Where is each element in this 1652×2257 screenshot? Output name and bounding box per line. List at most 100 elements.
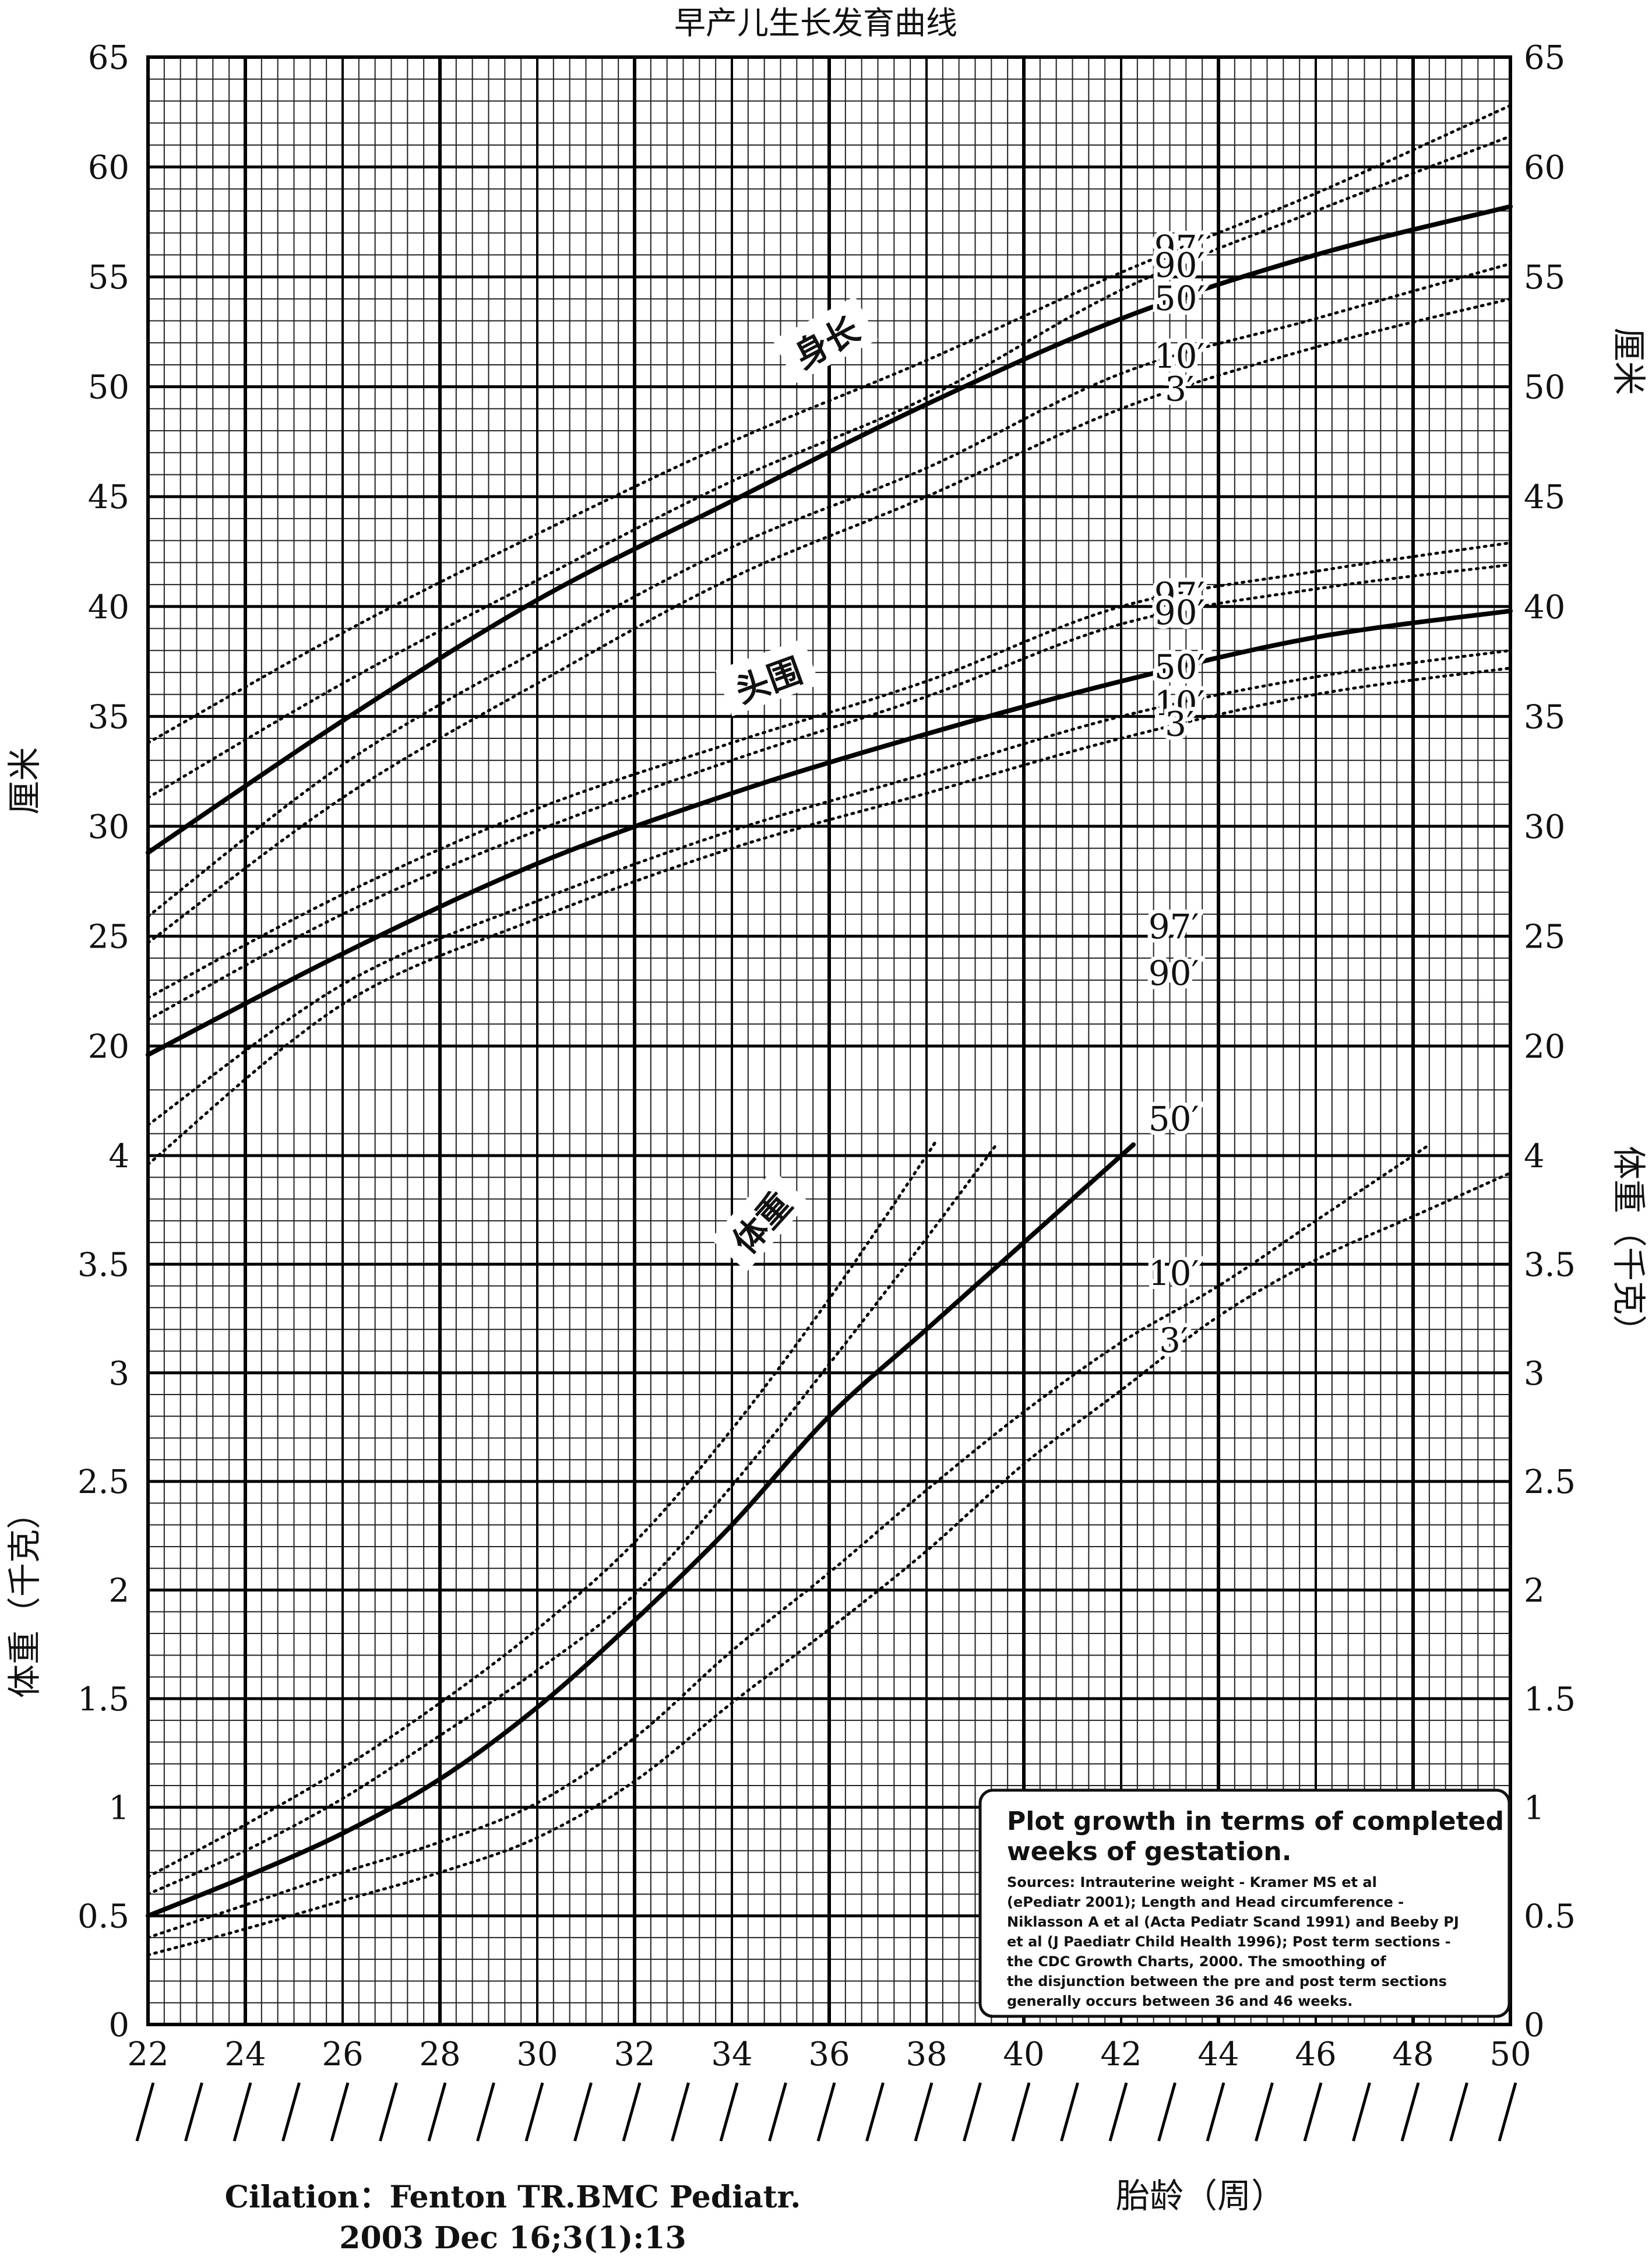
- y-tick-label-left: 4: [108, 1138, 129, 1175]
- x-tick-label: 50: [1489, 2036, 1531, 2073]
- axis-hatch: [671, 2082, 690, 2142]
- y-tick-label-right: 50: [1524, 369, 1565, 407]
- x-tick-label: 32: [614, 2036, 655, 2073]
- x-tick-label: 42: [1100, 2036, 1142, 2073]
- y-tick-label-right: 2: [1524, 1572, 1545, 1610]
- curve-身长-3p: [146, 297, 1512, 945]
- group-label-2: 体重: [710, 1170, 809, 1272]
- y-axis-label-left-lower: 体重（千克）: [5, 1495, 44, 1698]
- citation-line-2: 2003 Dec 16;3(1):13: [339, 2220, 686, 2256]
- y-tick-label-left: 0.5: [78, 1898, 129, 1936]
- percentile-label: 90′: [1149, 953, 1199, 993]
- y-tick-label-left: 40: [88, 589, 129, 626]
- percentile-label: 3′: [1165, 369, 1194, 409]
- y-tick-label-left: 1: [108, 1789, 129, 1827]
- axis-hatch: [524, 2082, 544, 2142]
- x-tick-label: 36: [808, 2036, 850, 2073]
- y-tick-label-right: 25: [1524, 918, 1565, 956]
- y-tick-label-right: 65: [1524, 39, 1565, 77]
- y-tick-label-left: 35: [88, 698, 129, 736]
- y-tick-label-right: 0: [1524, 2006, 1545, 2044]
- info-heading-line-2: weeks of gestation.: [1007, 1837, 1291, 1867]
- percentile-label: 50′: [1154, 279, 1205, 318]
- y-tick-label-right: 60: [1524, 149, 1565, 187]
- axis-hatch: [1303, 2082, 1323, 2142]
- axis-hatch: [768, 2082, 787, 2142]
- x-tick-label: 26: [322, 2036, 363, 2073]
- group-label-bg: [715, 638, 820, 717]
- axis-hatch: [1400, 2082, 1420, 2142]
- percentile-labels: 97′90′50′10′3′97′90′50′10′3′97′90′50′10′…: [1144, 224, 1209, 1364]
- info-sources-line-7: generally occurs between 36 and 46 weeks…: [1007, 1993, 1352, 2009]
- axis-hatch: [1255, 2082, 1274, 2142]
- y-tick-label-left: 45: [88, 478, 129, 516]
- x-tick-label: 30: [516, 2036, 558, 2073]
- y-tick-label-left: 1.5: [78, 1681, 129, 1719]
- y-tick-label-right: 1.5: [1524, 1681, 1576, 1719]
- axis-hatch: [476, 2082, 495, 2142]
- curve-体重-97p: [146, 1139, 938, 1878]
- axis-hatch: [427, 2082, 447, 2142]
- y-tick-label-right: 55: [1524, 259, 1565, 297]
- y-tick-label-right: 0.5: [1524, 1898, 1576, 1936]
- info-sources-line-2: (ePediatr 2001); Length and Head circumf…: [1007, 1894, 1404, 1910]
- curve-体重-10p: [146, 1143, 1431, 1939]
- group-label-1: 头围: [715, 638, 820, 717]
- axis-hatch: [1011, 2082, 1031, 2142]
- axis-hatch: [1206, 2082, 1225, 2142]
- axis-hatch: [135, 2082, 155, 2142]
- y-tick-label-right: 30: [1524, 808, 1565, 846]
- axis-hatch: [1060, 2082, 1079, 2142]
- x-tick-label: 46: [1295, 2036, 1336, 2073]
- x-tick-label: 40: [1003, 2036, 1044, 2073]
- info-sources-line-4: et al (J Paediatr Child Health 1996); Po…: [1007, 1934, 1451, 1950]
- curve-体重-3p: [146, 1171, 1512, 1957]
- x-tick-label: 24: [224, 2036, 266, 2073]
- curve-体重-50p: [146, 1142, 1136, 1918]
- x-tick-label: 34: [711, 2036, 752, 2073]
- info-sources-line-1: Sources: Intrauterine weight - Kramer MS…: [1007, 1874, 1377, 1890]
- sources-info-box-frame: [978, 1788, 1511, 2018]
- plot-frame: [146, 55, 1512, 2026]
- axis-hatch: [963, 2082, 982, 2142]
- y-tick-label-right: 35: [1524, 698, 1565, 736]
- curve-身长-50p: [146, 204, 1513, 855]
- y-tick-label-left: 3: [108, 1355, 129, 1393]
- axis-hatch: [379, 2082, 398, 2142]
- axis-hatch: [1108, 2082, 1128, 2142]
- y-tick-label-left: 20: [88, 1028, 129, 1066]
- y-tick-label-left: 60: [88, 149, 129, 187]
- axis-hatch: [573, 2082, 593, 2142]
- citation-line-1: Cilation：Fenton TR.BMC Pediatr.: [225, 2179, 801, 2215]
- y-tick-label-left: 3.5: [78, 1246, 129, 1284]
- curve-体重-90p: [146, 1143, 998, 1896]
- axis-hatch: [281, 2082, 301, 2142]
- percentile-label: 97′: [1149, 907, 1199, 946]
- info-sources-line-6: the disjunction between the pre and post…: [1007, 1973, 1447, 1990]
- percentile-label: 10′: [1149, 1254, 1199, 1293]
- axis-hatch: [1352, 2082, 1371, 2142]
- y-tick-label-right: 40: [1524, 589, 1565, 626]
- y-axis-label-left-upper: 厘米: [5, 747, 44, 815]
- axis-hatch: [622, 2082, 642, 2142]
- curve-身长-97p: [146, 104, 1512, 745]
- y-tick-label-left: 2: [108, 1572, 129, 1610]
- percentile-label: 3′: [1159, 1321, 1188, 1360]
- y-tick-label-right: 2.5: [1524, 1463, 1576, 1501]
- info-sources-line-3: Niklasson A et al (Acta Pediatr Scand 19…: [1007, 1914, 1459, 1930]
- group-label-bg: [772, 296, 878, 383]
- percentile-label: 50′: [1154, 647, 1205, 686]
- y-tick-label-right: 3: [1524, 1355, 1545, 1393]
- axis-hatch: [233, 2082, 252, 2142]
- curve-头围-10p: [146, 649, 1512, 1126]
- y-tick-label-left: 65: [88, 39, 129, 77]
- axis-hatch: [1498, 2082, 1517, 2142]
- x-tick-label: 48: [1392, 2036, 1433, 2073]
- y-tick-label-left: 25: [88, 918, 129, 956]
- group-label-bg: [710, 1170, 809, 1272]
- curve-头围-3p: [146, 666, 1512, 1166]
- major-grid: [146, 55, 1512, 2026]
- curve-身长-10p: [146, 262, 1512, 918]
